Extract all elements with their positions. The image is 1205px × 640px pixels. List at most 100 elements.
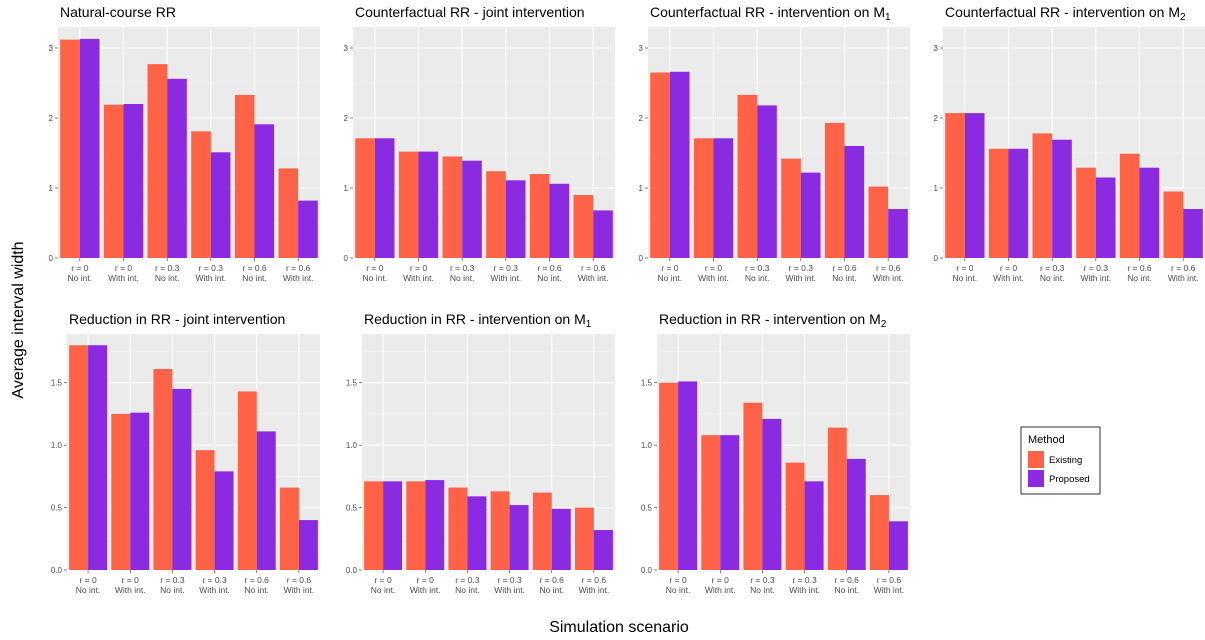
x-tick-label-line1: r = 0.3 <box>789 263 814 273</box>
x-tick-label-line2: No int. <box>455 585 480 595</box>
y-tick-label: 0.0 <box>641 566 653 575</box>
bar-proposed-5 <box>551 508 571 570</box>
bar-proposed-2 <box>130 412 150 570</box>
panel-background <box>648 27 910 258</box>
bar-proposed-5 <box>549 183 570 258</box>
bar-existing-4 <box>191 131 211 258</box>
x-tick-label-line1: r = 0 <box>366 263 384 273</box>
bar-proposed-6 <box>888 209 908 258</box>
x-tick-label-line1: r = 0 <box>712 575 730 585</box>
x-tick-label-line1: r = 0.3 <box>750 575 775 585</box>
x-tick-label-line2: No int. <box>832 273 857 283</box>
bar-proposed-2 <box>713 138 734 258</box>
x-tick-label-line2: No int. <box>834 585 859 595</box>
x-tick-label-line2: With int. <box>874 585 905 595</box>
x-tick-label-line2: No int. <box>68 273 93 283</box>
bar-proposed-4 <box>509 505 529 570</box>
x-tick-label-line1: r = 0.6 <box>1171 263 1196 273</box>
bar-proposed-5 <box>1139 167 1160 258</box>
x-tick-label-line1: r = 0 <box>410 263 428 273</box>
x-tick-label-line2: With int. <box>705 585 736 595</box>
x-tick-label-line1: r = 0.3 <box>455 575 480 585</box>
x-tick-label-line1: r = 0.6 <box>877 575 902 585</box>
bar-proposed-6 <box>298 520 318 570</box>
x-tick-label-line2: No int. <box>76 585 101 595</box>
bar-proposed-6 <box>593 210 613 258</box>
bar-proposed-3 <box>172 388 192 570</box>
bar-existing-6 <box>279 487 299 570</box>
bar-proposed-5 <box>254 124 275 258</box>
y-tick-label: 0.0 <box>51 566 63 575</box>
panel-background <box>943 27 1205 258</box>
x-tick-label-line2: No int. <box>745 273 770 283</box>
x-tick-label-line2: With int. <box>993 273 1024 283</box>
bar-existing-1 <box>60 39 80 258</box>
y-tick-label: 3 <box>344 44 349 53</box>
y-tick-label: 1 <box>344 184 349 193</box>
x-tick-label-line1: r = 0.6 <box>1127 263 1152 273</box>
panel-title: Reduction in RR - intervention on M2 <box>659 311 887 330</box>
x-tick-label-line1: r = 0.6 <box>832 263 857 273</box>
x-tick-label-line1: r = 0.3 <box>450 263 475 273</box>
bar-proposed-1 <box>678 381 698 570</box>
bar-existing-2 <box>988 148 1009 258</box>
bar-proposed-2 <box>720 435 740 570</box>
x-tick-label-line1: r = 0.3 <box>497 575 522 585</box>
legend: Method Existing Proposed <box>1020 426 1101 495</box>
x-tick-label-line1: r = 0.6 <box>537 263 562 273</box>
bar-proposed-1 <box>88 345 108 570</box>
bar-existing-1 <box>650 72 670 258</box>
y-tick-label: 0 <box>639 254 644 263</box>
bar-existing-2 <box>398 151 419 258</box>
bar-proposed-4 <box>800 172 821 258</box>
x-tick-label-line2: No int. <box>242 273 267 283</box>
bar-proposed-6 <box>1183 209 1203 258</box>
bar-proposed-4 <box>214 471 234 570</box>
bar-existing-4 <box>490 491 510 570</box>
bar-proposed-2 <box>1008 148 1029 258</box>
legend-label-existing: Existing <box>1049 455 1082 466</box>
x-tick-label-line1: r = 0.3 <box>199 263 224 273</box>
bar-existing-6 <box>1163 191 1184 258</box>
x-tick-label-line2: With int. <box>199 585 230 595</box>
legend-key-proposed <box>1028 470 1044 487</box>
panel-title: Reduction in RR - intervention on M1 <box>364 311 592 330</box>
y-tick-label: 3 <box>934 44 939 53</box>
bar-proposed-3 <box>167 78 187 258</box>
bar-proposed-6 <box>888 521 908 570</box>
x-tick-label-line2: No int. <box>953 273 978 283</box>
y-axis-title: Average interval width <box>10 241 27 398</box>
bar-proposed-3 <box>467 496 487 570</box>
bar-proposed-5 <box>844 146 865 258</box>
x-tick-label-line2: No int. <box>363 273 388 283</box>
bar-existing-4 <box>195 450 215 570</box>
legend-title: Method <box>1028 434 1065 446</box>
bar-proposed-3 <box>757 105 777 259</box>
x-tick-label-line1: r = 0.6 <box>582 575 607 585</box>
y-tick-label: 0 <box>49 254 54 263</box>
x-tick-label-line2: With int. <box>698 273 729 283</box>
x-tick-label-line1: r = 0.3 <box>202 575 227 585</box>
y-tick-label: 0.5 <box>641 504 653 513</box>
y-tick-label: 0.5 <box>51 504 63 513</box>
bar-proposed-2 <box>425 480 445 570</box>
x-tick-label-line2: No int. <box>244 585 269 595</box>
bar-existing-5 <box>1119 153 1140 258</box>
x-tick-label-line1: r = 0.6 <box>287 575 312 585</box>
panel-title: Counterfactual RR - intervention on M1 <box>650 4 891 23</box>
y-tick-label: 1 <box>49 184 54 193</box>
x-tick-label-line2: No int. <box>160 585 185 595</box>
bar-proposed-6 <box>593 530 613 570</box>
bar-existing-4 <box>781 158 801 258</box>
y-tick-label: 0.0 <box>346 566 358 575</box>
legend-label-proposed: Proposed <box>1049 474 1090 485</box>
panel-title: Reduction in RR - joint intervention <box>69 311 285 327</box>
x-tick-label-line2: No int. <box>1127 273 1152 283</box>
y-tick-label: 1.0 <box>346 441 358 450</box>
bar-proposed-1 <box>964 113 985 258</box>
panel-background <box>657 334 910 570</box>
x-tick-label-line2: With int. <box>403 273 434 283</box>
x-tick-label-line1: r = 0.3 <box>494 263 519 273</box>
bar-existing-4 <box>1076 167 1096 258</box>
